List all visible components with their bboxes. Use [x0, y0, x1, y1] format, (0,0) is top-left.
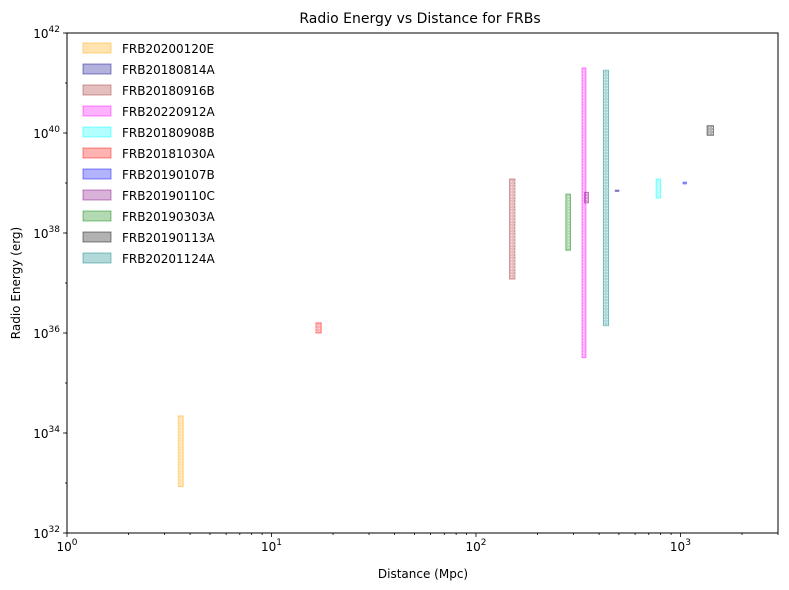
legend-label: FRB20190113A	[122, 231, 216, 245]
legend-swatch	[82, 42, 112, 54]
frb-bar-FRB20200120E	[177, 415, 184, 488]
legend-item: FRB20190107B	[82, 168, 215, 182]
legend-label: FRB20200120E	[122, 42, 214, 56]
legend-swatch	[82, 168, 112, 180]
x-axis: 100 101 102 103	[56, 533, 779, 554]
legend-label: FRB20190107B	[122, 168, 215, 182]
legend-item: FRB20181030A	[82, 147, 216, 161]
legend-swatch	[82, 126, 112, 138]
legend-swatch	[82, 84, 112, 96]
y-tick-label: 1034	[33, 425, 60, 441]
legend-item: FRB20180814A	[82, 63, 216, 77]
x-tick-label: 100	[56, 538, 77, 554]
legend-item: FRB20190110C	[82, 189, 215, 203]
frb-bar-FRB20180908B	[655, 178, 662, 199]
legend-label: FRB20181030A	[122, 147, 216, 161]
x-tick-label: 102	[465, 538, 486, 554]
legend-swatch	[82, 63, 112, 75]
legend-swatch	[82, 189, 112, 201]
legend-swatch	[82, 231, 112, 243]
frb-bar-FRB20201124A	[602, 69, 610, 327]
x-tick-label: 101	[261, 538, 282, 554]
y-tick-label: 1038	[33, 225, 60, 241]
legend-swatch	[82, 105, 112, 117]
legend: FRB20200120E FRB20180814A FRB20180916B FRB2…	[82, 42, 216, 266]
legend-item: FRB20190303A	[82, 210, 216, 224]
legend-label: FRB20220912A	[122, 105, 216, 119]
legend-swatch	[82, 210, 112, 222]
y-axis-title: Radio Energy (erg)	[9, 227, 23, 339]
y-tick-label: 1040	[33, 125, 60, 141]
legend-item: FRB20190113A	[82, 231, 216, 245]
x-axis-title: Distance (Mpc)	[378, 567, 468, 581]
legend-label: FRB20190303A	[122, 210, 216, 224]
y-tick-label: 1042	[33, 25, 60, 41]
legend-item: FRB20200120E	[82, 42, 214, 56]
legend-item: FRB20180916B	[82, 84, 215, 98]
frb-bar-FRB20190303A	[565, 193, 572, 251]
y-axis: 1032 1034 1036 1038 1040 1042	[33, 25, 67, 541]
legend-item: FRB20220912A	[82, 105, 216, 119]
frb-bar-FRB20181030A	[315, 322, 322, 334]
legend-swatch	[82, 147, 112, 159]
legend-item: FRB20201124A	[82, 252, 216, 266]
frb-bar-FRB20190110C	[584, 191, 589, 204]
frb-bar-FRB20180814A	[614, 189, 620, 192]
legend-label: FRB20180908B	[122, 126, 215, 140]
legend-label: FRB20201124A	[122, 252, 216, 266]
y-tick-label: 1032	[33, 525, 60, 541]
frb-bar-FRB20220912A	[581, 67, 587, 359]
legend-item: FRB20180908B	[82, 126, 215, 140]
x-tick-label: 103	[670, 538, 691, 554]
legend-label: FRB20190110C	[122, 189, 215, 203]
legend-label: FRB20180814A	[122, 63, 216, 77]
frb-bar-FRB20190107B	[682, 181, 687, 185]
bars-layer	[177, 67, 714, 488]
chart-title: Radio Energy vs Distance for FRBs	[299, 11, 540, 27]
frb-bar-FRB20180916B	[509, 178, 516, 280]
legend-swatch	[82, 252, 112, 264]
frb-bar-FRB20190113A	[706, 125, 714, 136]
y-tick-label: 1036	[33, 325, 60, 341]
legend-label: FRB20180916B	[122, 84, 215, 98]
